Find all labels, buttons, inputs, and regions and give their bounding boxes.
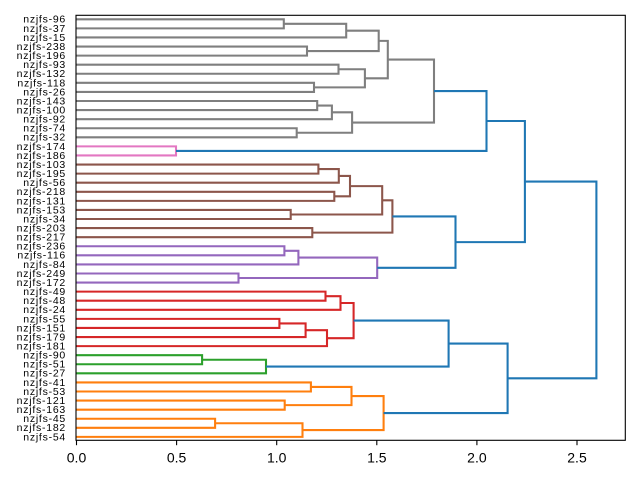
svg-text:nzjfs-55: nzjfs-55 [23, 313, 66, 325]
svg-text:nzjfs-217: nzjfs-217 [17, 232, 66, 244]
svg-text:nzjfs-56: nzjfs-56 [23, 177, 66, 189]
svg-text:nzjfs-48: nzjfs-48 [23, 295, 66, 307]
svg-text:nzjfs-153: nzjfs-153 [17, 204, 66, 216]
svg-text:nzjfs-203: nzjfs-203 [17, 222, 66, 234]
svg-text:nzjfs-116: nzjfs-116 [17, 250, 66, 262]
svg-text:nzjfs-186: nzjfs-186 [17, 150, 66, 162]
svg-text:nzjfs-249: nzjfs-249 [17, 268, 66, 280]
svg-text:nzjfs-74: nzjfs-74 [23, 123, 66, 135]
svg-text:nzjfs-196: nzjfs-196 [17, 50, 66, 62]
svg-text:nzjfs-53: nzjfs-53 [23, 386, 66, 398]
svg-text:nzjfs-131: nzjfs-131 [17, 195, 66, 207]
svg-text:nzjfs-93: nzjfs-93 [23, 59, 66, 71]
svg-text:nzjfs-132: nzjfs-132 [17, 68, 66, 80]
svg-text:nzjfs-45: nzjfs-45 [23, 413, 66, 425]
svg-text:2.0: 2.0 [467, 450, 487, 466]
svg-text:nzjfs-151: nzjfs-151 [17, 322, 66, 334]
svg-text:nzjfs-54: nzjfs-54 [23, 431, 66, 443]
svg-text:nzjfs-118: nzjfs-118 [17, 77, 66, 89]
svg-text:nzjfs-26: nzjfs-26 [23, 86, 66, 98]
svg-text:nzjfs-34: nzjfs-34 [23, 213, 66, 225]
svg-text:nzjfs-49: nzjfs-49 [23, 286, 66, 298]
svg-text:0.0: 0.0 [67, 450, 87, 466]
svg-text:nzjfs-100: nzjfs-100 [17, 104, 66, 116]
svg-text:nzjfs-27: nzjfs-27 [23, 368, 66, 380]
svg-text:nzjfs-15: nzjfs-15 [23, 32, 66, 44]
svg-text:0.5: 0.5 [167, 450, 187, 466]
svg-text:nzjfs-195: nzjfs-195 [17, 168, 66, 180]
svg-text:nzjfs-92: nzjfs-92 [23, 114, 66, 126]
svg-text:nzjfs-238: nzjfs-238 [17, 41, 66, 53]
svg-text:nzjfs-84: nzjfs-84 [23, 259, 66, 271]
svg-text:nzjfs-163: nzjfs-163 [17, 404, 66, 416]
svg-text:nzjfs-96: nzjfs-96 [23, 14, 66, 26]
svg-text:nzjfs-143: nzjfs-143 [17, 95, 66, 107]
svg-text:nzjfs-181: nzjfs-181 [17, 341, 66, 353]
svg-text:nzjfs-174: nzjfs-174 [17, 141, 66, 153]
svg-text:nzjfs-179: nzjfs-179 [17, 331, 66, 343]
svg-text:2.5: 2.5 [567, 450, 587, 466]
svg-text:1.0: 1.0 [267, 450, 287, 466]
svg-text:nzjfs-121: nzjfs-121 [17, 395, 66, 407]
svg-text:nzjfs-90: nzjfs-90 [23, 350, 66, 362]
svg-text:nzjfs-24: nzjfs-24 [23, 304, 66, 316]
svg-text:1.5: 1.5 [367, 450, 387, 466]
svg-text:nzjfs-218: nzjfs-218 [17, 186, 66, 198]
svg-text:nzjfs-32: nzjfs-32 [23, 132, 66, 144]
svg-text:nzjfs-51: nzjfs-51 [23, 359, 66, 371]
svg-text:nzjfs-172: nzjfs-172 [17, 277, 66, 289]
svg-text:nzjfs-41: nzjfs-41 [23, 377, 66, 389]
svg-text:nzjfs-236: nzjfs-236 [17, 241, 66, 253]
svg-text:nzjfs-182: nzjfs-182 [17, 422, 66, 434]
svg-text:nzjfs-103: nzjfs-103 [17, 159, 66, 171]
svg-text:nzjfs-37: nzjfs-37 [23, 23, 66, 35]
